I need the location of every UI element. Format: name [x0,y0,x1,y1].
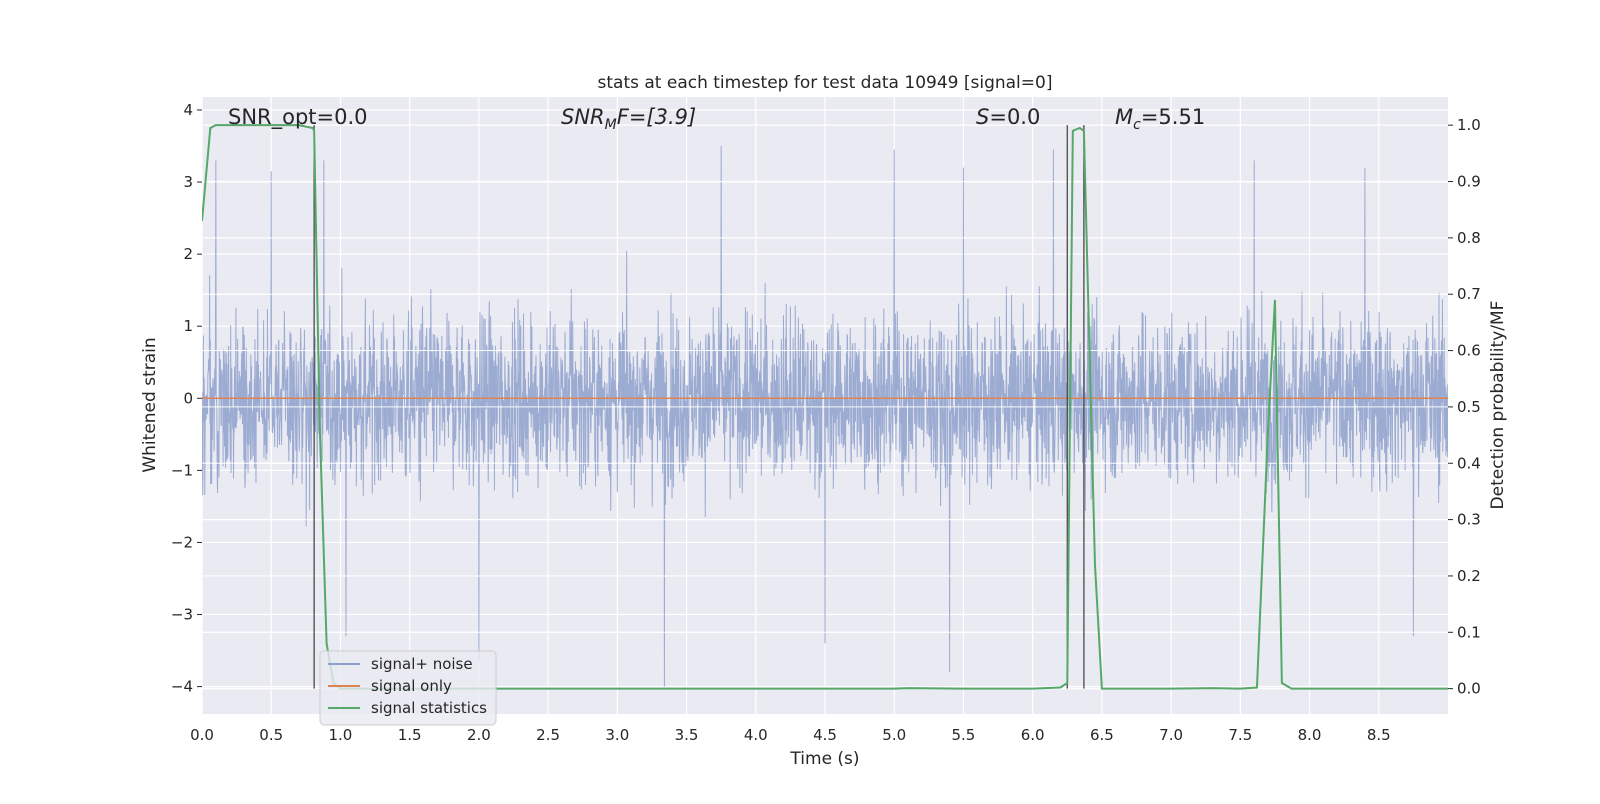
y-right-tick-label: 0.8 [1457,229,1481,247]
x-tick-label: 7.0 [1159,726,1183,744]
y-left-tick-label: −1 [171,461,193,479]
x-tick-label: 2.0 [467,726,491,744]
y-right-tick-label: 0.9 [1457,173,1481,191]
y-right-tick-label: 0.1 [1457,623,1481,641]
x-tick-label: 1.5 [398,726,422,744]
annotation-s: S=0.0 [976,105,1040,129]
x-tick-label: 2.5 [536,726,560,744]
x-tick-label: 7.5 [1228,726,1252,744]
x-tick-label: 5.5 [952,726,976,744]
annotation-snr-opt: SNR_opt=0.0 [228,105,368,130]
y-left-tick-label: 0 [183,389,193,407]
x-tick-label: 4.0 [744,726,768,744]
annotation-snr-mf-main: SNR [561,105,605,129]
y-right-tick-label: 0.0 [1457,680,1481,698]
x-tick-label: 8.5 [1367,726,1391,744]
y-left-tick-label: 3 [183,173,193,191]
y-left-tick-label: −3 [171,606,193,624]
x-tick-label: 8.0 [1298,726,1322,744]
x-tick-label: 4.5 [813,726,837,744]
tick-layer: 0.0 0.5 1.0 1.5 2.0 2.5 3.0 3.5 4.0 4.5 5.0 5.5 6.0 6… [171,101,1481,744]
annotation-s-tail: =0.0 [989,105,1040,129]
y-left-tick-label: 4 [183,101,193,119]
y-right-tick-label: 0.6 [1457,342,1481,360]
x-tick-label: 3.0 [605,726,629,744]
y-left-tick-label: 2 [183,245,193,263]
y-right-tick-label: 0.2 [1457,567,1481,585]
annotation-s-main: S [976,105,989,129]
y-axis-label-left: Whitened strain [140,337,160,472]
y-right-tick-label: 0.5 [1457,398,1481,416]
y-left-tick-label: −4 [171,678,193,696]
legend: signal+ noise signal only signal statist… [319,650,497,726]
legend-label-signal-noise: signal+ noise [371,655,473,673]
x-axis-label: Time (s) [789,749,859,769]
x-tick-label: 1.0 [329,726,353,744]
y-axis-label-right: Detection probability/MF [1488,301,1508,510]
annotation-mc-tail: =5.51 [1141,105,1205,129]
series-layer [202,124,1448,690]
annotation-snr-mf-tail: F=[3.9] [617,105,696,129]
x-tick-label: 0.5 [259,726,283,744]
legend-label-signal-statistics: signal statistics [371,699,487,717]
annotation-mc-sub: c [1133,117,1141,133]
x-tick-label: 6.5 [1090,726,1114,744]
x-tick-label: 6.0 [1021,726,1045,744]
y-right-tick-label: 0.7 [1457,285,1481,303]
x-tick-label: 3.5 [675,726,699,744]
x-tick-label: 0.0 [190,726,214,744]
y-right-tick-label: 0.4 [1457,454,1481,472]
series-signal-noise-line [202,146,1448,687]
series-signal-statistics-line [202,124,1448,690]
annotation-mc-main: M [1115,105,1133,129]
chart-title: stats at each timestep for test data 109… [598,73,1053,93]
y-right-tick-label: 0.3 [1457,511,1481,529]
annotation-snr-mf: SNRMF=[3.9] [561,105,696,133]
annotation-snr-mf-sub: M [605,117,617,133]
y-right-tick-label: 1.0 [1457,116,1481,134]
x-tick-label: 5.0 [882,726,906,744]
y-left-tick-label: 1 [183,317,193,335]
annotation-mc: Mc=5.51 [1115,105,1205,133]
legend-box [319,650,497,726]
legend-label-signal-only: signal only [371,677,452,695]
y-left-tick-label: −2 [171,533,193,551]
